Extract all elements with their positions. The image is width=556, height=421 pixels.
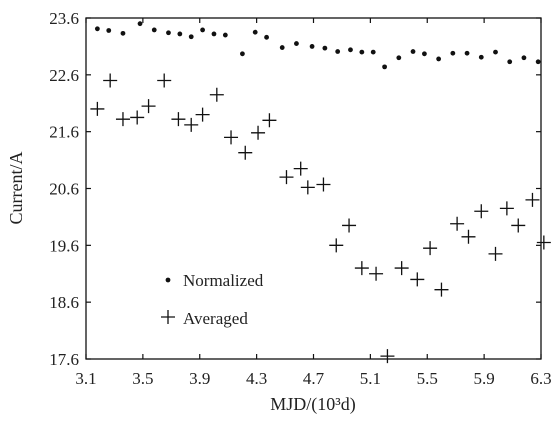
normalized-point xyxy=(382,64,387,70)
series-normalized xyxy=(94,21,541,70)
x-tick-label: 3.5 xyxy=(132,369,153,388)
averaged-point xyxy=(423,241,438,256)
legend-marker-averaged xyxy=(161,310,175,324)
x-tick-label: 5.5 xyxy=(417,369,438,388)
averaged-point xyxy=(103,73,118,88)
averaged-point xyxy=(209,87,224,102)
normalized-point xyxy=(166,30,171,36)
normalized-point xyxy=(279,45,285,50)
averaged-point xyxy=(224,130,239,145)
y-tick-label: 18.6 xyxy=(49,293,79,312)
averaged-point xyxy=(130,110,145,125)
normalized-point xyxy=(436,56,442,62)
normalized-point xyxy=(422,51,427,57)
averaged-point xyxy=(474,204,489,219)
data-marks xyxy=(90,21,551,364)
normalized-point xyxy=(252,29,258,35)
averaged-point xyxy=(184,117,199,132)
normalized-point xyxy=(222,32,228,38)
normalized-point xyxy=(240,51,245,57)
x-tick-label: 6.3 xyxy=(530,369,551,388)
normalized-point xyxy=(478,54,484,60)
normalized-point xyxy=(177,31,183,37)
normalized-point xyxy=(309,44,315,49)
y-tick-label: 22.6 xyxy=(49,66,79,85)
x-tick-label: 5.1 xyxy=(360,369,381,388)
averaged-point xyxy=(238,145,253,160)
averaged-point xyxy=(262,113,277,128)
normalized-point xyxy=(348,47,353,53)
averaged-point xyxy=(461,229,476,244)
normalized-point xyxy=(264,34,269,40)
normalized-point xyxy=(370,49,376,55)
averaged-point xyxy=(354,261,369,276)
y-axis-ticks: 17.6 18.6 19.6 20.6 21.6 22.6 23.6 xyxy=(49,9,541,369)
averaged-point xyxy=(251,125,266,140)
normalized-point xyxy=(322,45,328,51)
averaged-point xyxy=(90,101,105,116)
x-tick-label: 4.7 xyxy=(303,369,325,388)
averaged-point xyxy=(410,272,425,287)
averaged-point xyxy=(369,266,384,281)
x-tick-label: 3.9 xyxy=(189,369,210,388)
averaged-point xyxy=(157,73,172,88)
averaged-point xyxy=(293,161,308,176)
y-tick-label: 17.6 xyxy=(49,350,79,369)
normalized-point xyxy=(94,26,100,32)
averaged-point xyxy=(450,216,465,231)
normalized-point xyxy=(410,49,416,54)
legend-marker-normalized xyxy=(165,277,171,283)
averaged-point xyxy=(115,112,130,127)
averaged-point xyxy=(279,170,294,185)
x-tick-label: 5.9 xyxy=(474,369,495,388)
averaged-point xyxy=(488,246,503,261)
averaged-point xyxy=(300,180,315,195)
normalized-point xyxy=(151,27,157,33)
averaged-point xyxy=(171,112,186,127)
normalized-point xyxy=(464,50,470,56)
normalized-point xyxy=(106,28,112,33)
normalized-point xyxy=(535,59,541,65)
normalized-point xyxy=(188,34,194,40)
averaged-point xyxy=(394,261,409,276)
normalized-point xyxy=(120,30,126,36)
normalized-point xyxy=(450,50,456,56)
series-averaged xyxy=(90,73,551,364)
averaged-point xyxy=(525,192,540,207)
plot-area-frame xyxy=(85,17,542,360)
x-tick-label: 3.1 xyxy=(75,369,96,388)
normalized-point xyxy=(294,41,299,46)
y-tick-label: 19.6 xyxy=(49,236,79,255)
legend-label-averaged: Averaged xyxy=(183,309,248,328)
legend: Normalized Averaged xyxy=(161,271,264,328)
averaged-point xyxy=(195,107,210,122)
averaged-point xyxy=(536,235,551,250)
normalized-point xyxy=(507,59,513,65)
averaged-point xyxy=(141,99,156,114)
x-axis-ticks: 3.1 3.5 3.9 4.3 4.7 5.1 5.5 5.9 6.3 xyxy=(75,18,552,388)
x-axis-title: MJD/(10³d) xyxy=(270,394,355,415)
averaged-point xyxy=(380,349,395,364)
normalized-point xyxy=(211,31,217,37)
normalized-point xyxy=(493,49,498,55)
normalized-point xyxy=(521,55,527,61)
normalized-point xyxy=(396,55,402,61)
y-tick-label: 20.6 xyxy=(49,180,79,199)
normalized-point xyxy=(137,21,143,27)
y-axis-title: Current/A xyxy=(6,152,26,225)
averaged-point xyxy=(316,177,331,192)
averaged-point xyxy=(329,238,344,253)
averaged-point xyxy=(342,218,357,233)
y-tick-label: 21.6 xyxy=(49,123,79,142)
averaged-point xyxy=(511,218,526,233)
legend-label-normalized: Normalized xyxy=(183,271,264,290)
normalized-point xyxy=(335,49,341,54)
normalized-point xyxy=(359,49,365,55)
x-tick-label: 4.3 xyxy=(246,369,267,388)
y-tick-label: 23.6 xyxy=(49,9,79,28)
averaged-point xyxy=(434,282,449,297)
normalized-point xyxy=(200,27,205,33)
averaged-point xyxy=(499,201,514,216)
